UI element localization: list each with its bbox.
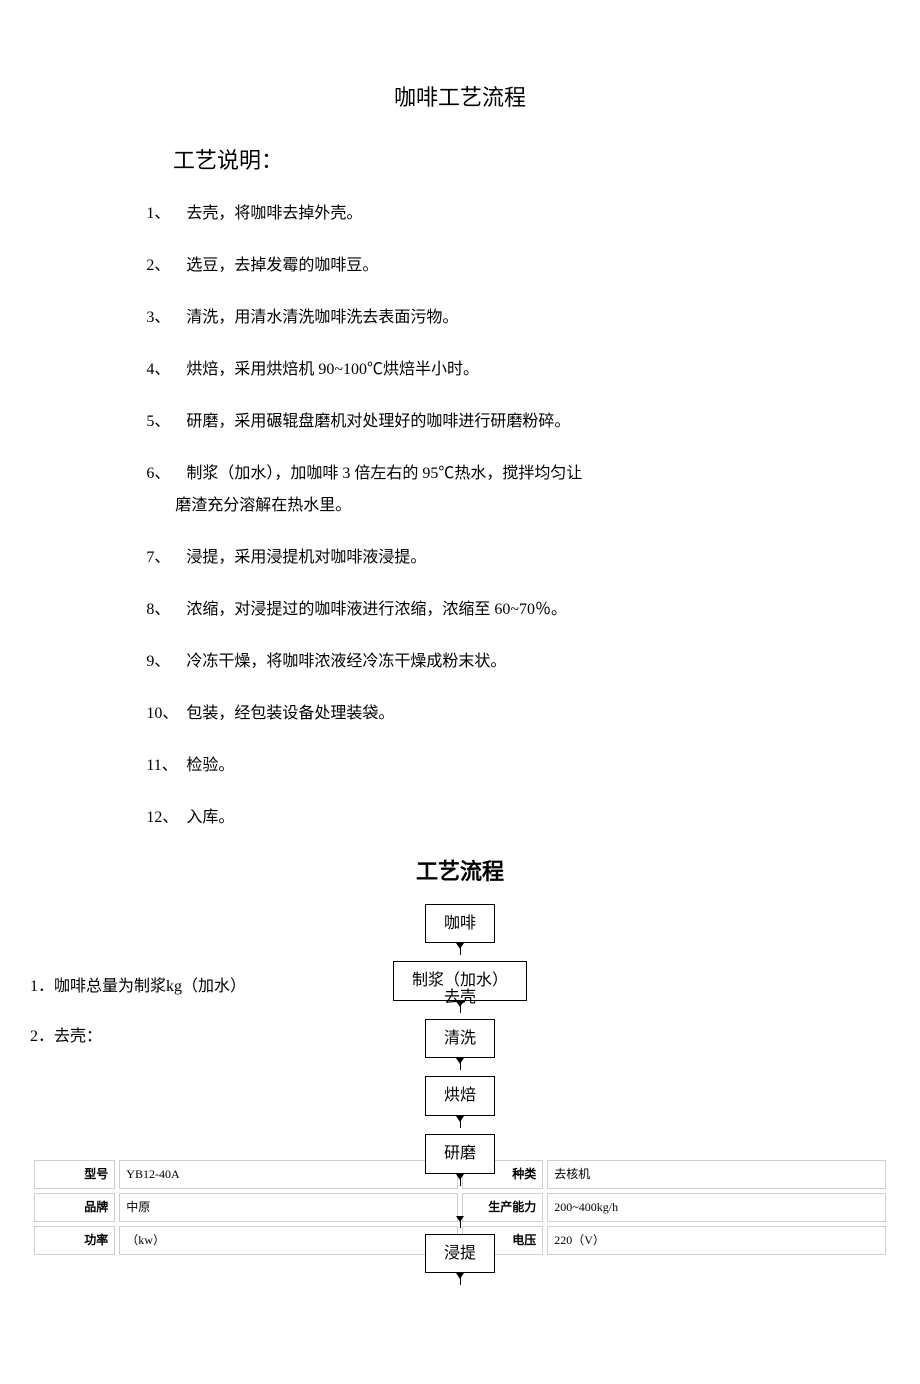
flow-node: 烘焙 <box>425 1076 495 1116</box>
step-text: 入库。 <box>186 809 234 826</box>
step-text: 冷冻干燥，将咖啡浓液经冷冻干燥成粉末状。 <box>186 653 506 670</box>
step-number: 5、 <box>146 406 186 438</box>
process-step: 6、制浆（加水），加咖啡 3 倍左右的 95℃热水，搅拌均匀让磨渣充分溶解在热水… <box>140 458 780 522</box>
step-number: 6、 <box>146 458 186 490</box>
flow-node: 浸提 <box>425 1234 495 1274</box>
flowchart-area: 1．咖啡总量为制浆kg（加水） 2．去壳： 型号YB12-40A种类去核机品牌中… <box>140 904 780 1344</box>
step-text: 研磨，采用碾辊盘磨机对处理好的咖啡进行研磨粉碎。 <box>186 413 570 430</box>
process-step: 7、浸提，采用浸提机对咖啡液浸提。 <box>140 542 780 574</box>
process-step: 3、清洗，用清水清洗咖啡洗去表面污物。 <box>140 302 780 334</box>
page-title: 咖啡工艺流程 <box>140 80 780 115</box>
step-text-wrap: 磨渣充分溶解在热水里。 <box>146 490 780 522</box>
step-number: 8、 <box>146 594 186 626</box>
section-subheading: 工艺说明： <box>140 143 780 178</box>
overlay-line-1-text: 1．咖啡总量为制浆kg（加水） <box>30 978 246 995</box>
flow-node: 清洗 <box>425 1019 495 1059</box>
process-step: 10、包装，经包装设备处理装袋。 <box>140 698 780 730</box>
overlay-line-1: 1．咖啡总量为制浆kg（加水） <box>30 974 246 1000</box>
process-step: 4、烘焙，采用烘焙机 90~100℃烘焙半小时。 <box>140 354 780 386</box>
step-number: 1、 <box>146 198 186 230</box>
step-number: 10、 <box>146 698 186 730</box>
process-step: 9、冷冻干燥，将咖啡浓液经冷冻干燥成粉末状。 <box>140 646 780 678</box>
spec-label: 品牌 <box>34 1193 115 1222</box>
process-step: 12、入库。 <box>140 802 780 834</box>
step-number: 9、 <box>146 646 186 678</box>
overlay-line-2: 2．去壳： <box>30 1024 102 1050</box>
process-step: 8、浓缩，对浸提过的咖啡液进行浓缩，浓缩至 60~70％。 <box>140 594 780 626</box>
flowchart-heading: 工艺流程 <box>140 854 780 889</box>
process-step: 11、检验。 <box>140 750 780 782</box>
process-step: 5、研磨，采用碾辊盘磨机对处理好的咖啡进行研磨粉碎。 <box>140 406 780 438</box>
step-number: 11、 <box>146 750 186 782</box>
process-step-list: 1、去壳，将咖啡去掉外壳。 2、选豆，去掉发霉的咖啡豆。 3、清洗，用清水清洗咖啡洗… <box>140 198 780 834</box>
step-number: 12、 <box>146 802 186 834</box>
spec-value: 200~400kg/h <box>547 1193 886 1222</box>
step-number: 4、 <box>146 354 186 386</box>
step-text: 清洗，用清水清洗咖啡洗去表面污物。 <box>186 309 458 326</box>
step-text: 制浆（加水），加咖啡 3 倍左右的 95℃热水，搅拌均匀让 <box>186 465 582 482</box>
step-text: 检验。 <box>186 757 234 774</box>
process-step: 1、去壳，将咖啡去掉外壳。 <box>140 198 780 230</box>
step-number: 7、 <box>146 542 186 574</box>
flowchart-column: 咖啡制浆（加水）去壳清洗烘焙研磨浸提 <box>393 904 527 1292</box>
step-text: 去壳，将咖啡去掉外壳。 <box>186 205 362 222</box>
spec-label: 型号 <box>34 1160 115 1189</box>
flow-node: 咖啡 <box>425 904 495 944</box>
flow-node: 制浆（加水）去壳 <box>393 961 527 1001</box>
step-text: 选豆，去掉发霉的咖啡豆。 <box>186 257 378 274</box>
step-number: 3、 <box>146 302 186 334</box>
step-text: 浸提，采用浸提机对咖啡液浸提。 <box>186 549 426 566</box>
process-step: 2、选豆，去掉发霉的咖啡豆。 <box>140 250 780 282</box>
step-text: 浓缩，对浸提过的咖啡液进行浓缩，浓缩至 60~70％。 <box>186 601 567 618</box>
step-number: 2、 <box>146 250 186 282</box>
spec-value: 去核机 <box>547 1160 886 1189</box>
spec-label: 功率 <box>34 1226 115 1255</box>
overlay-line-2-text: 2．去壳： <box>30 1028 102 1045</box>
step-text: 包装，经包装设备处理装袋。 <box>186 705 394 722</box>
step-text: 烘焙，采用烘焙机 90~100℃烘焙半小时。 <box>186 361 479 378</box>
spec-value: 220（V） <box>547 1226 886 1255</box>
flow-node: 研磨 <box>425 1134 495 1174</box>
